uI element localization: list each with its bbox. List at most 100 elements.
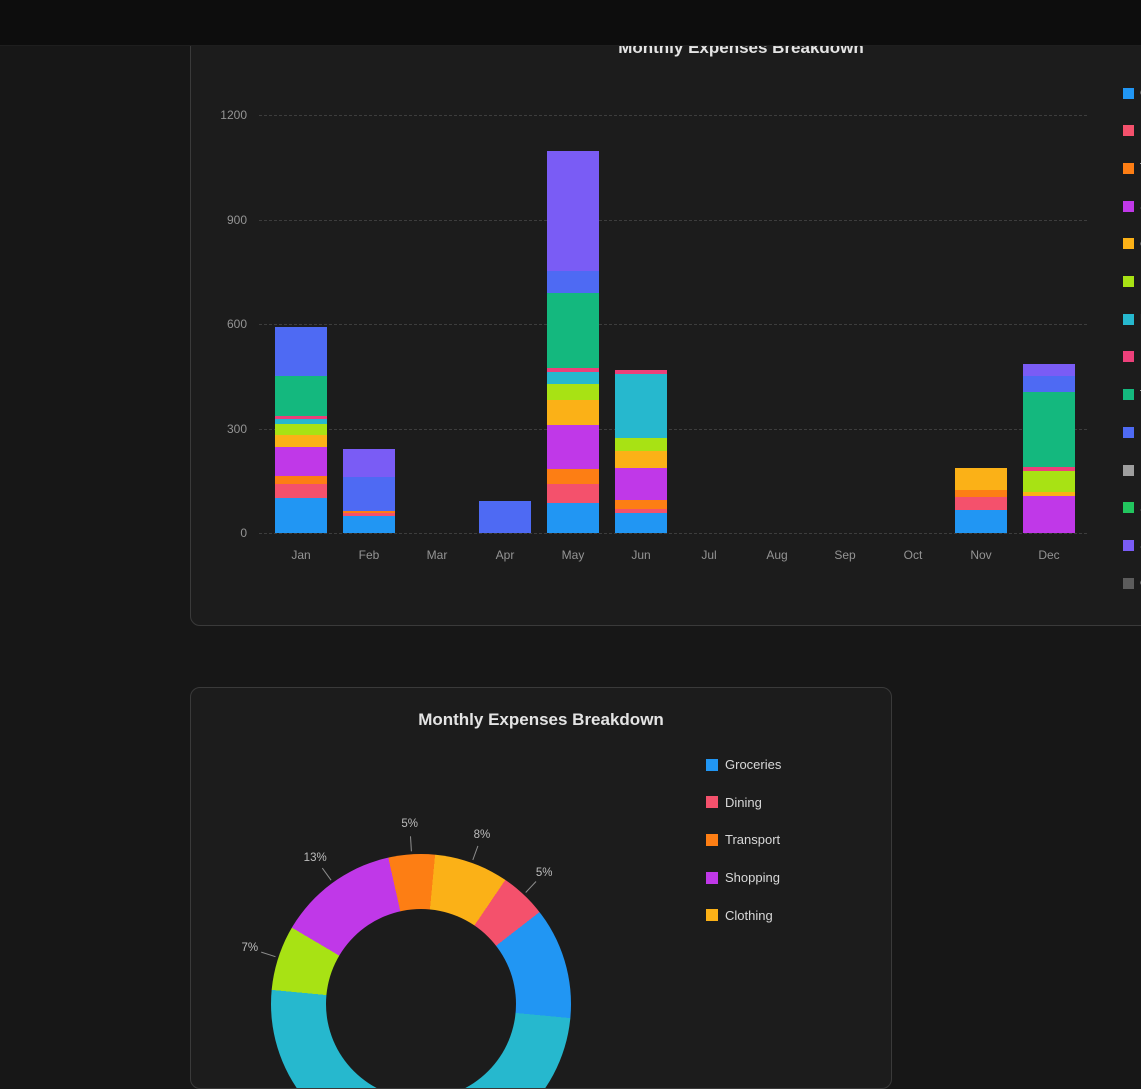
- y-axis-tick-label: 300: [226, 421, 247, 436]
- legend-item[interactable]: Entertainment: [1123, 275, 1141, 289]
- legend-swatch: [1123, 200, 1134, 212]
- legend-swatch: [1123, 539, 1134, 551]
- bar-segment-shopping: [1023, 496, 1075, 533]
- legend-item[interactable]: Clothing: [706, 908, 773, 923]
- legend-item[interactable]: Shopping: [1123, 199, 1141, 213]
- x-axis-tick-label: Nov: [970, 548, 992, 562]
- label-leader-line: [472, 845, 479, 861]
- legend-swatch: [1123, 389, 1134, 401]
- legend-item[interactable]: Clothing: [1123, 237, 1141, 251]
- label-leader-line: [525, 881, 537, 893]
- x-axis-tick-label: Aug: [766, 548, 788, 562]
- legend-item[interactable]: Miscellaneous: [1123, 463, 1141, 477]
- legend-item[interactable]: Dining: [706, 795, 762, 810]
- legend-swatch: [1123, 426, 1134, 438]
- bar-segment-entertainment: [547, 383, 599, 400]
- bar-segment-entertainment: [1023, 471, 1075, 492]
- x-axis-tick-label: May: [561, 548, 585, 562]
- bar-segment-transport: [547, 468, 599, 485]
- slice-percentage-label: 8%: [473, 828, 491, 841]
- bar-segment-rent: [547, 271, 599, 293]
- legend-item[interactable]: Transport: [1123, 161, 1141, 175]
- legend-swatch: [1123, 276, 1134, 287]
- top-bar: [0, 0, 1141, 46]
- doughnut-chart-title: Monthly Expenses Breakdown: [418, 710, 664, 729]
- legend-label: Clothing: [725, 907, 773, 923]
- legend-item[interactable]: Groceries: [706, 757, 781, 772]
- label-leader-line: [321, 867, 332, 881]
- legend-item[interactable]: Savings: [1123, 501, 1141, 515]
- legend-swatch: [706, 871, 718, 884]
- x-axis-tick-label: Jun: [631, 548, 651, 562]
- slice-percentage-label: 7%: [241, 942, 259, 955]
- legend-swatch: [1123, 238, 1134, 250]
- bar-segment-subscriptions: [547, 151, 599, 272]
- slice-percentage-label: 5%: [535, 866, 553, 879]
- legend-item[interactable]: Groceries: [1123, 86, 1141, 100]
- y-axis-tick-label: 900: [226, 212, 247, 227]
- legend-item[interactable]: Utilities: [1123, 312, 1141, 326]
- gridline: [259, 115, 1087, 116]
- bar-segment-transport: [343, 511, 395, 514]
- y-axis-tick-label: 0: [240, 526, 247, 540]
- legend-label: Groceries: [725, 757, 782, 772]
- bar-segment-groceries: [955, 510, 1007, 533]
- bar-segment-entertainment: [615, 438, 667, 451]
- legend-swatch: [706, 796, 718, 809]
- bar-segment-dining: [547, 484, 599, 504]
- legend-swatch: [706, 909, 718, 922]
- label-leader-line: [410, 836, 412, 852]
- legend-swatch: [1123, 464, 1134, 476]
- bar-segment-healthcare: [547, 367, 599, 373]
- legend-item[interactable]: Other: [1123, 576, 1141, 590]
- bar-segment-dining: [343, 513, 395, 517]
- bar-segment-clothing: [615, 450, 667, 468]
- bar-segment-groceries: [275, 498, 327, 533]
- legend-item[interactable]: Dining: [1123, 124, 1141, 138]
- doughnut-chart-card: Monthly Expenses Breakdown 7% 13% 5% 8% 5% Gr…: [190, 687, 892, 1089]
- doughnut-hole: [326, 909, 516, 1088]
- legend-swatch: [1123, 502, 1134, 514]
- legend-item[interactable]: Healthcare: [1123, 350, 1141, 364]
- legend-swatch: [1123, 577, 1134, 589]
- bar-segment-groceries: [343, 516, 395, 533]
- bar-segment-clothing: [547, 399, 599, 425]
- bar-segment-healthcare: [275, 415, 327, 419]
- legend-swatch: [1123, 162, 1134, 174]
- bar-segment-utilities: [547, 372, 599, 384]
- gridline: [259, 324, 1087, 325]
- bar-segment-dining: [275, 483, 327, 499]
- gridline: [259, 533, 1087, 534]
- slice-percentage-label: 13%: [303, 852, 327, 865]
- bar-segment-travel: [1023, 392, 1075, 468]
- x-axis-tick-label: Oct: [903, 548, 923, 562]
- legend-swatch: [706, 833, 718, 846]
- bar-segment-clothing: [1023, 491, 1075, 497]
- bar-segment-healthcare: [615, 369, 667, 374]
- legend-label: Transport: [725, 832, 781, 848]
- bar-segment-travel: [275, 375, 327, 416]
- x-axis-tick-label: Mar: [426, 548, 448, 562]
- bar-segment-shopping: [275, 447, 327, 476]
- bar-segment-healthcare: [1023, 467, 1075, 472]
- gridline: [259, 428, 1087, 430]
- legend-item[interactable]: Travel: [1123, 388, 1141, 402]
- legend-item[interactable]: Subscriptions: [1123, 538, 1141, 552]
- legend-item[interactable]: Rent: [1123, 425, 1141, 439]
- bar-segment-rent: [275, 327, 327, 376]
- legend-item[interactable]: Transport: [706, 832, 780, 847]
- bar-segment-groceries: [547, 503, 599, 533]
- label-leader-line: [261, 951, 276, 958]
- bar-segment-transport: [615, 499, 667, 509]
- legend-item[interactable]: Shopping: [706, 870, 780, 885]
- legend-swatch: [706, 758, 718, 771]
- bar-chart-card: Monthly Expenses Breakdown 0 300 600 900 120…: [190, 6, 1141, 626]
- gridline: [259, 219, 1087, 221]
- bar-segment-dining: [615, 508, 667, 513]
- bar-segment-subscriptions: [1023, 364, 1075, 377]
- bar-segment-utilities: [615, 373, 667, 439]
- x-axis-tick-label: Apr: [495, 548, 515, 562]
- legend-swatch: [1123, 87, 1134, 99]
- x-axis-tick-label: Dec: [1038, 548, 1060, 562]
- bar-segment-transport: [955, 489, 1007, 497]
